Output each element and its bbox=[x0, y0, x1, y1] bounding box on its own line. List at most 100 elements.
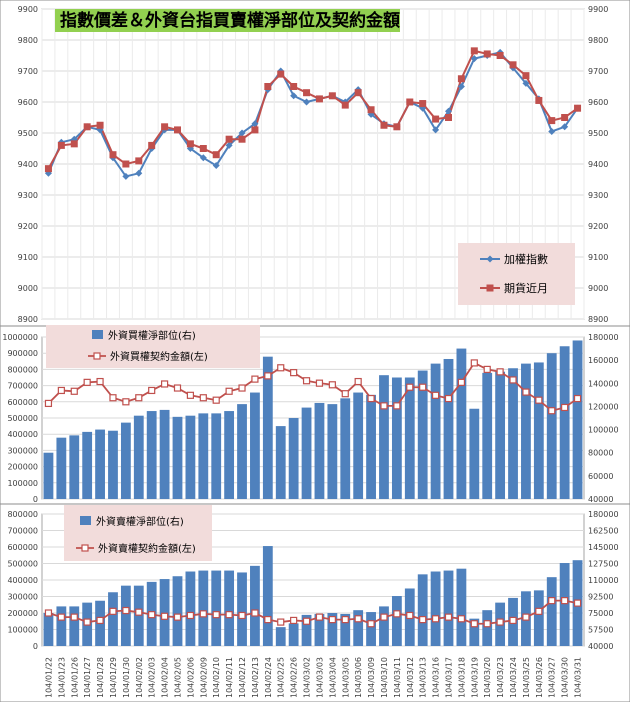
panel2-right-tick: 100000 bbox=[588, 426, 619, 435]
panel2-line-point bbox=[573, 394, 582, 403]
panel1-series-1-point bbox=[135, 157, 143, 165]
panel1-series-0-point bbox=[548, 127, 556, 135]
panel3-bar bbox=[172, 576, 183, 646]
x-date-label: 104/03/02 bbox=[303, 657, 312, 698]
panel3-bar bbox=[417, 574, 428, 646]
panel2-bar bbox=[237, 404, 247, 499]
panel2-line-point bbox=[380, 402, 388, 410]
panel3-line-point bbox=[238, 611, 246, 620]
x-date-label: 104/02/03 bbox=[148, 657, 157, 698]
x-date-label: 104/02/11 bbox=[225, 657, 234, 698]
panel2-line-point bbox=[496, 368, 504, 376]
panel3-bar bbox=[391, 596, 402, 646]
panel3-line-point bbox=[173, 613, 182, 621]
panel1-series-0-point bbox=[212, 162, 220, 170]
panel2-line-point bbox=[44, 399, 53, 408]
panel2-left-tick: 200000 bbox=[7, 463, 38, 472]
panel2-left-tick: 400000 bbox=[7, 430, 38, 439]
panel3-bar bbox=[224, 570, 235, 646]
panel3-bar bbox=[108, 592, 118, 646]
panel1-right-tick: 8900 bbox=[588, 315, 608, 324]
x-date-label: 104/02/24 bbox=[264, 657, 273, 698]
panel3-bar bbox=[482, 610, 493, 646]
panel3-right-tick: 162500 bbox=[588, 527, 619, 536]
panel2-bar bbox=[185, 415, 196, 499]
panel3-right-tick: 40000 bbox=[588, 642, 613, 651]
panel2-bar bbox=[275, 426, 286, 499]
panel3-bar bbox=[120, 585, 131, 646]
panel2-legend-box bbox=[46, 325, 260, 368]
panel1-legend-marker-1 bbox=[486, 284, 494, 292]
panel1-series-1-point bbox=[238, 135, 246, 143]
panel2-line-point bbox=[225, 387, 233, 395]
panel3-line-point bbox=[290, 616, 298, 625]
panel3-bar bbox=[430, 571, 441, 646]
panel1-left-tick: 9500 bbox=[18, 129, 38, 138]
panel3-bar bbox=[198, 570, 209, 646]
panel1-right-tick: 9700 bbox=[588, 67, 608, 76]
panel2-bar bbox=[495, 371, 506, 499]
panel1-series-1-point bbox=[367, 106, 375, 114]
panel2-left-tick: 500000 bbox=[7, 414, 38, 423]
panel2-line-point bbox=[470, 359, 478, 367]
panel3-line-point bbox=[186, 611, 195, 620]
panel2-line-point bbox=[561, 403, 569, 412]
panel2-bar bbox=[469, 408, 480, 499]
panel1-legend-box bbox=[458, 243, 575, 305]
panel1-series-0-point bbox=[122, 172, 130, 180]
panel3-line-point bbox=[148, 611, 156, 619]
panel3-bar bbox=[262, 546, 273, 646]
panel1-left-tick: 8900 bbox=[18, 315, 38, 324]
panel2-line-point bbox=[457, 378, 466, 386]
panel2-bar bbox=[430, 363, 441, 499]
panel3-right-tick: 110000 bbox=[588, 576, 619, 585]
panel2-line-point bbox=[57, 386, 65, 395]
panel1-right-tick: 9100 bbox=[588, 253, 608, 262]
panel2-right-axis: 40000 60000 80000 100000 120000 140000 160000 1… bbox=[588, 333, 619, 504]
panel3-bar bbox=[469, 618, 480, 646]
panel1-series-0-point bbox=[290, 92, 298, 100]
panel2-legend-bar-label: 外資買權淨部位(右) bbox=[108, 329, 196, 342]
panel1-series-0-point bbox=[470, 55, 478, 63]
panel1-series-1-point bbox=[186, 140, 194, 148]
x-date-label: 104/02/05 bbox=[174, 657, 183, 698]
panel1-series-1-point bbox=[122, 160, 130, 168]
panel2-line-point bbox=[199, 394, 207, 402]
panel1-legend-marker-0 bbox=[486, 255, 494, 263]
panel2-bar bbox=[404, 377, 415, 499]
chart-title-box bbox=[55, 9, 400, 32]
panel3-legend-box bbox=[64, 505, 212, 561]
panel1-series-1-point bbox=[445, 114, 452, 121]
panel3-bar bbox=[340, 613, 351, 646]
panel1-series-1-point bbox=[83, 123, 91, 131]
panel1-series-1-point bbox=[457, 75, 465, 83]
panel2-bar bbox=[43, 452, 54, 499]
panel3-left-axis: 0 100000 200000 300000 400000 500000 600000 700… bbox=[7, 510, 38, 651]
panel2-bar bbox=[224, 411, 235, 499]
panel1-series-1-point bbox=[341, 101, 349, 109]
panel3-line-point bbox=[406, 611, 414, 620]
panel3-right-tick: 57500 bbox=[588, 626, 613, 635]
panel2-bar bbox=[456, 348, 467, 499]
panel3-bar bbox=[133, 585, 144, 646]
panel3-bar bbox=[379, 606, 389, 646]
panel2-bar bbox=[559, 346, 570, 499]
panel1-left-tick: 9200 bbox=[18, 222, 38, 231]
panel3-bar bbox=[288, 623, 299, 646]
panel2-bar bbox=[379, 375, 389, 499]
panel1-series-1-point bbox=[109, 151, 117, 159]
panel2-bar bbox=[133, 415, 144, 499]
panel2-bar bbox=[353, 392, 364, 499]
panel2-bar bbox=[56, 437, 67, 499]
panel2-line-point bbox=[160, 380, 169, 388]
panel3-line-point bbox=[457, 615, 466, 623]
panel2-line-point bbox=[212, 396, 220, 404]
panel2-line-point bbox=[548, 407, 556, 415]
x-date-label: 104/02/12 bbox=[238, 657, 247, 698]
panel2-right-tick: 80000 bbox=[588, 449, 613, 458]
panel2-bar bbox=[533, 362, 544, 499]
panel2-line-point bbox=[302, 377, 311, 385]
panel1-right-axis: 8900 9000 9100 9200 9300 9400 9500 9600 9700 9800… bbox=[588, 5, 608, 324]
